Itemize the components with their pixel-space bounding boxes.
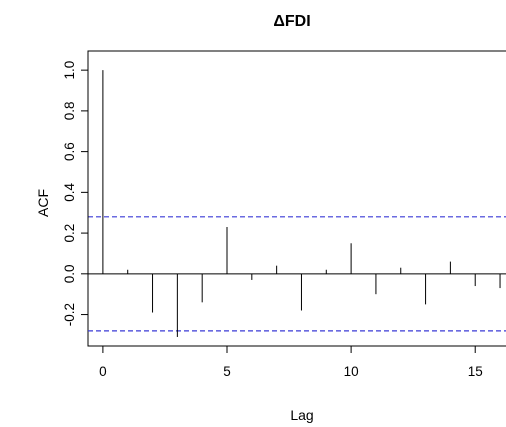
x-tick-label-10: 10	[344, 364, 359, 379]
chart-title: ΔFDI	[273, 13, 310, 30]
plot-frame	[87, 50, 506, 347]
y-tick-label-4: 0.6	[62, 142, 77, 161]
y-axis: -0.2 0.0 0.2 0.4 0.6 0.8 1.0	[62, 61, 89, 326]
y-tick-label-3: 0.4	[62, 182, 77, 201]
y-tick-label-1: 0.0	[62, 264, 77, 283]
x-tick-label-0: 0	[99, 364, 107, 379]
x-tick-label-5: 5	[223, 364, 231, 379]
y-axis-label: ACF	[35, 189, 51, 217]
y-tick-label-0: -0.2	[62, 303, 77, 326]
x-axis-label: Lag	[290, 407, 313, 423]
x-tick-label-15: 15	[468, 364, 483, 379]
y-tick-label-5: 0.8	[62, 101, 77, 120]
x-axis: 0 5 10 15	[99, 345, 483, 379]
y-tick-label-6: 1.0	[62, 61, 77, 80]
plot-marks	[88, 70, 506, 337]
y-tick-label-2: 0.2	[62, 224, 77, 243]
